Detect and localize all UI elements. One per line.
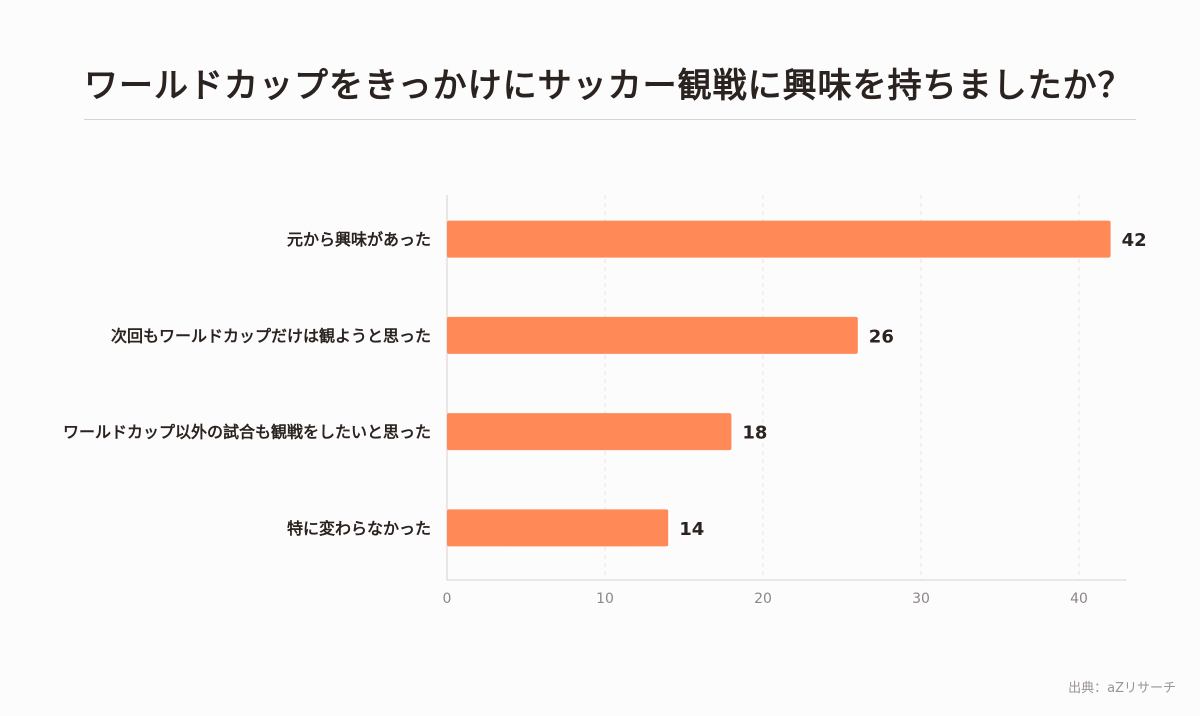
category-label: 元から興味があった xyxy=(287,230,431,249)
category-label: 特に変わらなかった xyxy=(287,519,431,538)
x-tick-label: 20 xyxy=(754,591,772,607)
category-label: ワールドカップ以外の試合も観戦をしたいと思った xyxy=(63,423,431,442)
bar-3 xyxy=(447,413,732,451)
chart-title: ワールドカップをきっかけにサッカー観戦に興味を持ちましたか？ xyxy=(84,66,1133,106)
x-tick-label: 40 xyxy=(1070,591,1088,607)
category-label: 次回もワールドカップだけは観ようと思った xyxy=(111,326,431,345)
data-label: 26 xyxy=(869,326,894,347)
data-label: 14 xyxy=(679,519,704,540)
bar-2 xyxy=(447,316,858,354)
bar-1 xyxy=(447,220,1111,258)
x-tick-label: 0 xyxy=(443,591,452,607)
bar-4 xyxy=(447,509,669,547)
data-label: 42 xyxy=(1122,230,1147,251)
x-tick-label: 30 xyxy=(912,591,930,607)
data-label: 18 xyxy=(742,423,767,444)
title-divider xyxy=(84,119,1136,120)
source-credit: 出典：aZリサーチ xyxy=(1068,681,1176,696)
x-tick-label: 10 xyxy=(596,591,614,607)
